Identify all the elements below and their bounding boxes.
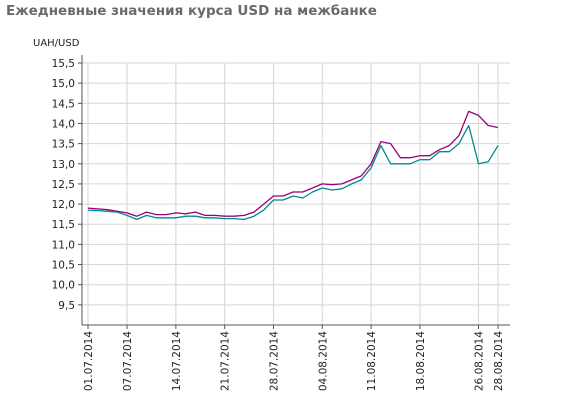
x-tick-label: 14.07.2014 <box>171 331 183 391</box>
y-tick-label: 10,0 <box>52 280 75 292</box>
x-tick-label: 07.07.2014 <box>122 331 134 391</box>
y-tick-label: 11,5 <box>52 219 75 231</box>
x-tick-label: 26.08.2014 <box>473 331 485 391</box>
y-tick-label: 14,5 <box>52 98 75 110</box>
x-tick-label: 04.08.2014 <box>317 331 329 391</box>
y-axis: 9,5 10,0 10,5 11,0 11,5 12,0 12,5 13,0 13,5 14,0 1… <box>52 58 82 312</box>
grid <box>82 62 510 325</box>
x-tick-label: 11.08.2014 <box>366 331 378 391</box>
x-tick-label: 28.07.2014 <box>268 331 280 391</box>
x-tick-label: 28.08.2014 <box>493 331 505 391</box>
y-tick-label: 13,0 <box>52 159 75 171</box>
y-tick-label: 9,5 <box>58 300 75 312</box>
y-tick-label: 15,0 <box>52 78 75 90</box>
series-group <box>87 110 499 221</box>
x-tick-label: 21.07.2014 <box>220 331 232 391</box>
x-tick-label: 01.07.2014 <box>83 331 95 391</box>
series-line-2 <box>87 124 499 221</box>
plot-frame <box>81 55 510 326</box>
series-line-1 <box>87 110 499 217</box>
y-tick-label: 12,5 <box>52 179 75 191</box>
y-tick-label: 11,0 <box>52 239 75 251</box>
x-tick-label: 18.08.2014 <box>415 331 427 391</box>
y-tick-label: 10,5 <box>52 260 75 272</box>
x-axis: 01.07.2014 07.07.2014 14.07.2014 21.07.2014… <box>83 325 505 391</box>
y-tick-label: 12,0 <box>52 199 75 211</box>
y-tick-label: 14,0 <box>52 118 75 130</box>
y-tick-label: 13,5 <box>52 139 75 151</box>
y-axis-label: UAH/USD <box>33 38 80 49</box>
y-tick-label: 15,5 <box>52 58 75 70</box>
page-title: Ежедневные значения курса USD на межбанк… <box>6 3 377 19</box>
